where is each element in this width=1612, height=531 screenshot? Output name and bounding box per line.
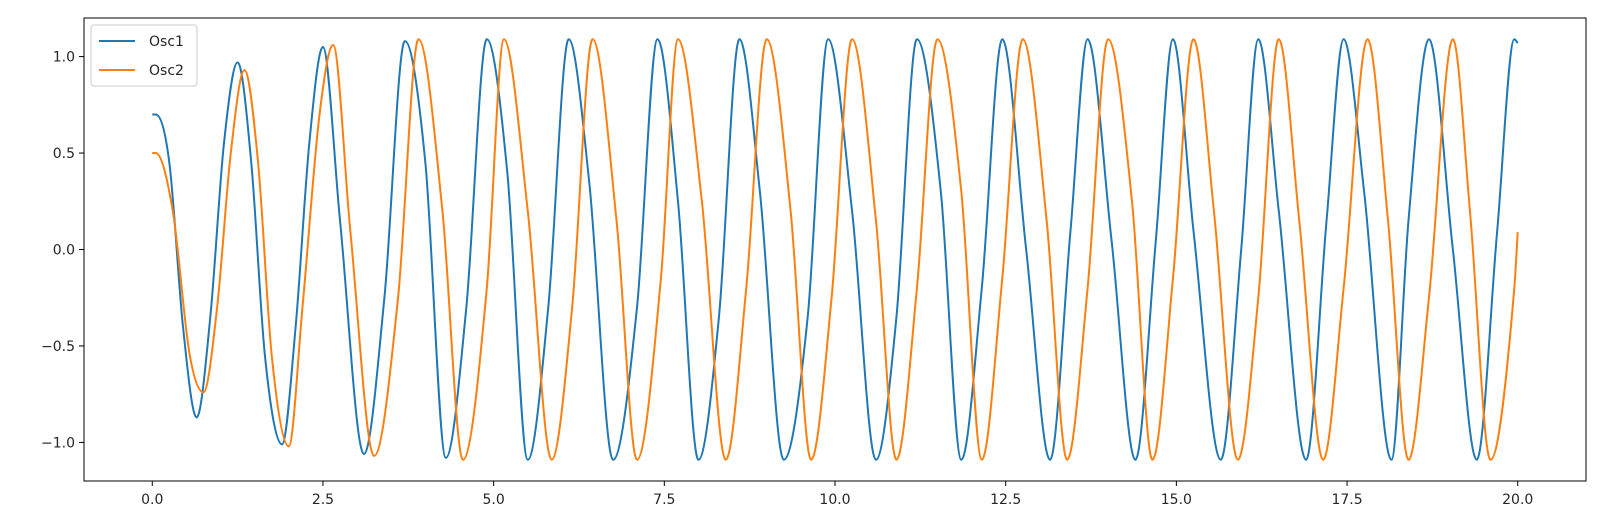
series-layer	[152, 38, 1519, 461]
x-tick-label: 0.0	[141, 492, 163, 508]
x-tick-label: 12.5	[990, 492, 1021, 508]
x-tick-label: 20.0	[1502, 492, 1533, 508]
series-line-osc2	[152, 38, 1519, 461]
y-tick-label: −0.5	[41, 339, 75, 355]
x-tick-label: 17.5	[1331, 492, 1362, 508]
legend-label-osc2: Osc2	[149, 63, 184, 79]
x-tick-label: 10.0	[819, 492, 850, 508]
y-tick-label: 0.0	[53, 243, 75, 259]
x-tick-label: 7.5	[653, 492, 675, 508]
legend-label-osc1: Osc1	[149, 34, 184, 50]
x-axis: 0.0 2.5 5.0 7.5 10.0 12.5 15.0 17.5 20.0	[141, 481, 1533, 508]
y-tick-label: 0.5	[53, 146, 75, 162]
legend: Osc1 Osc2	[90, 24, 198, 87]
x-tick-label: 5.0	[483, 492, 505, 508]
y-tick-label: 1.0	[53, 50, 75, 66]
x-tick-label: 15.0	[1161, 492, 1192, 508]
y-axis: −1.0 −0.5 0.0 0.5 1.0	[41, 50, 84, 451]
series-line-osc1	[152, 38, 1519, 461]
y-tick-label: −1.0	[41, 435, 75, 451]
x-tick-label: 2.5	[312, 492, 334, 508]
